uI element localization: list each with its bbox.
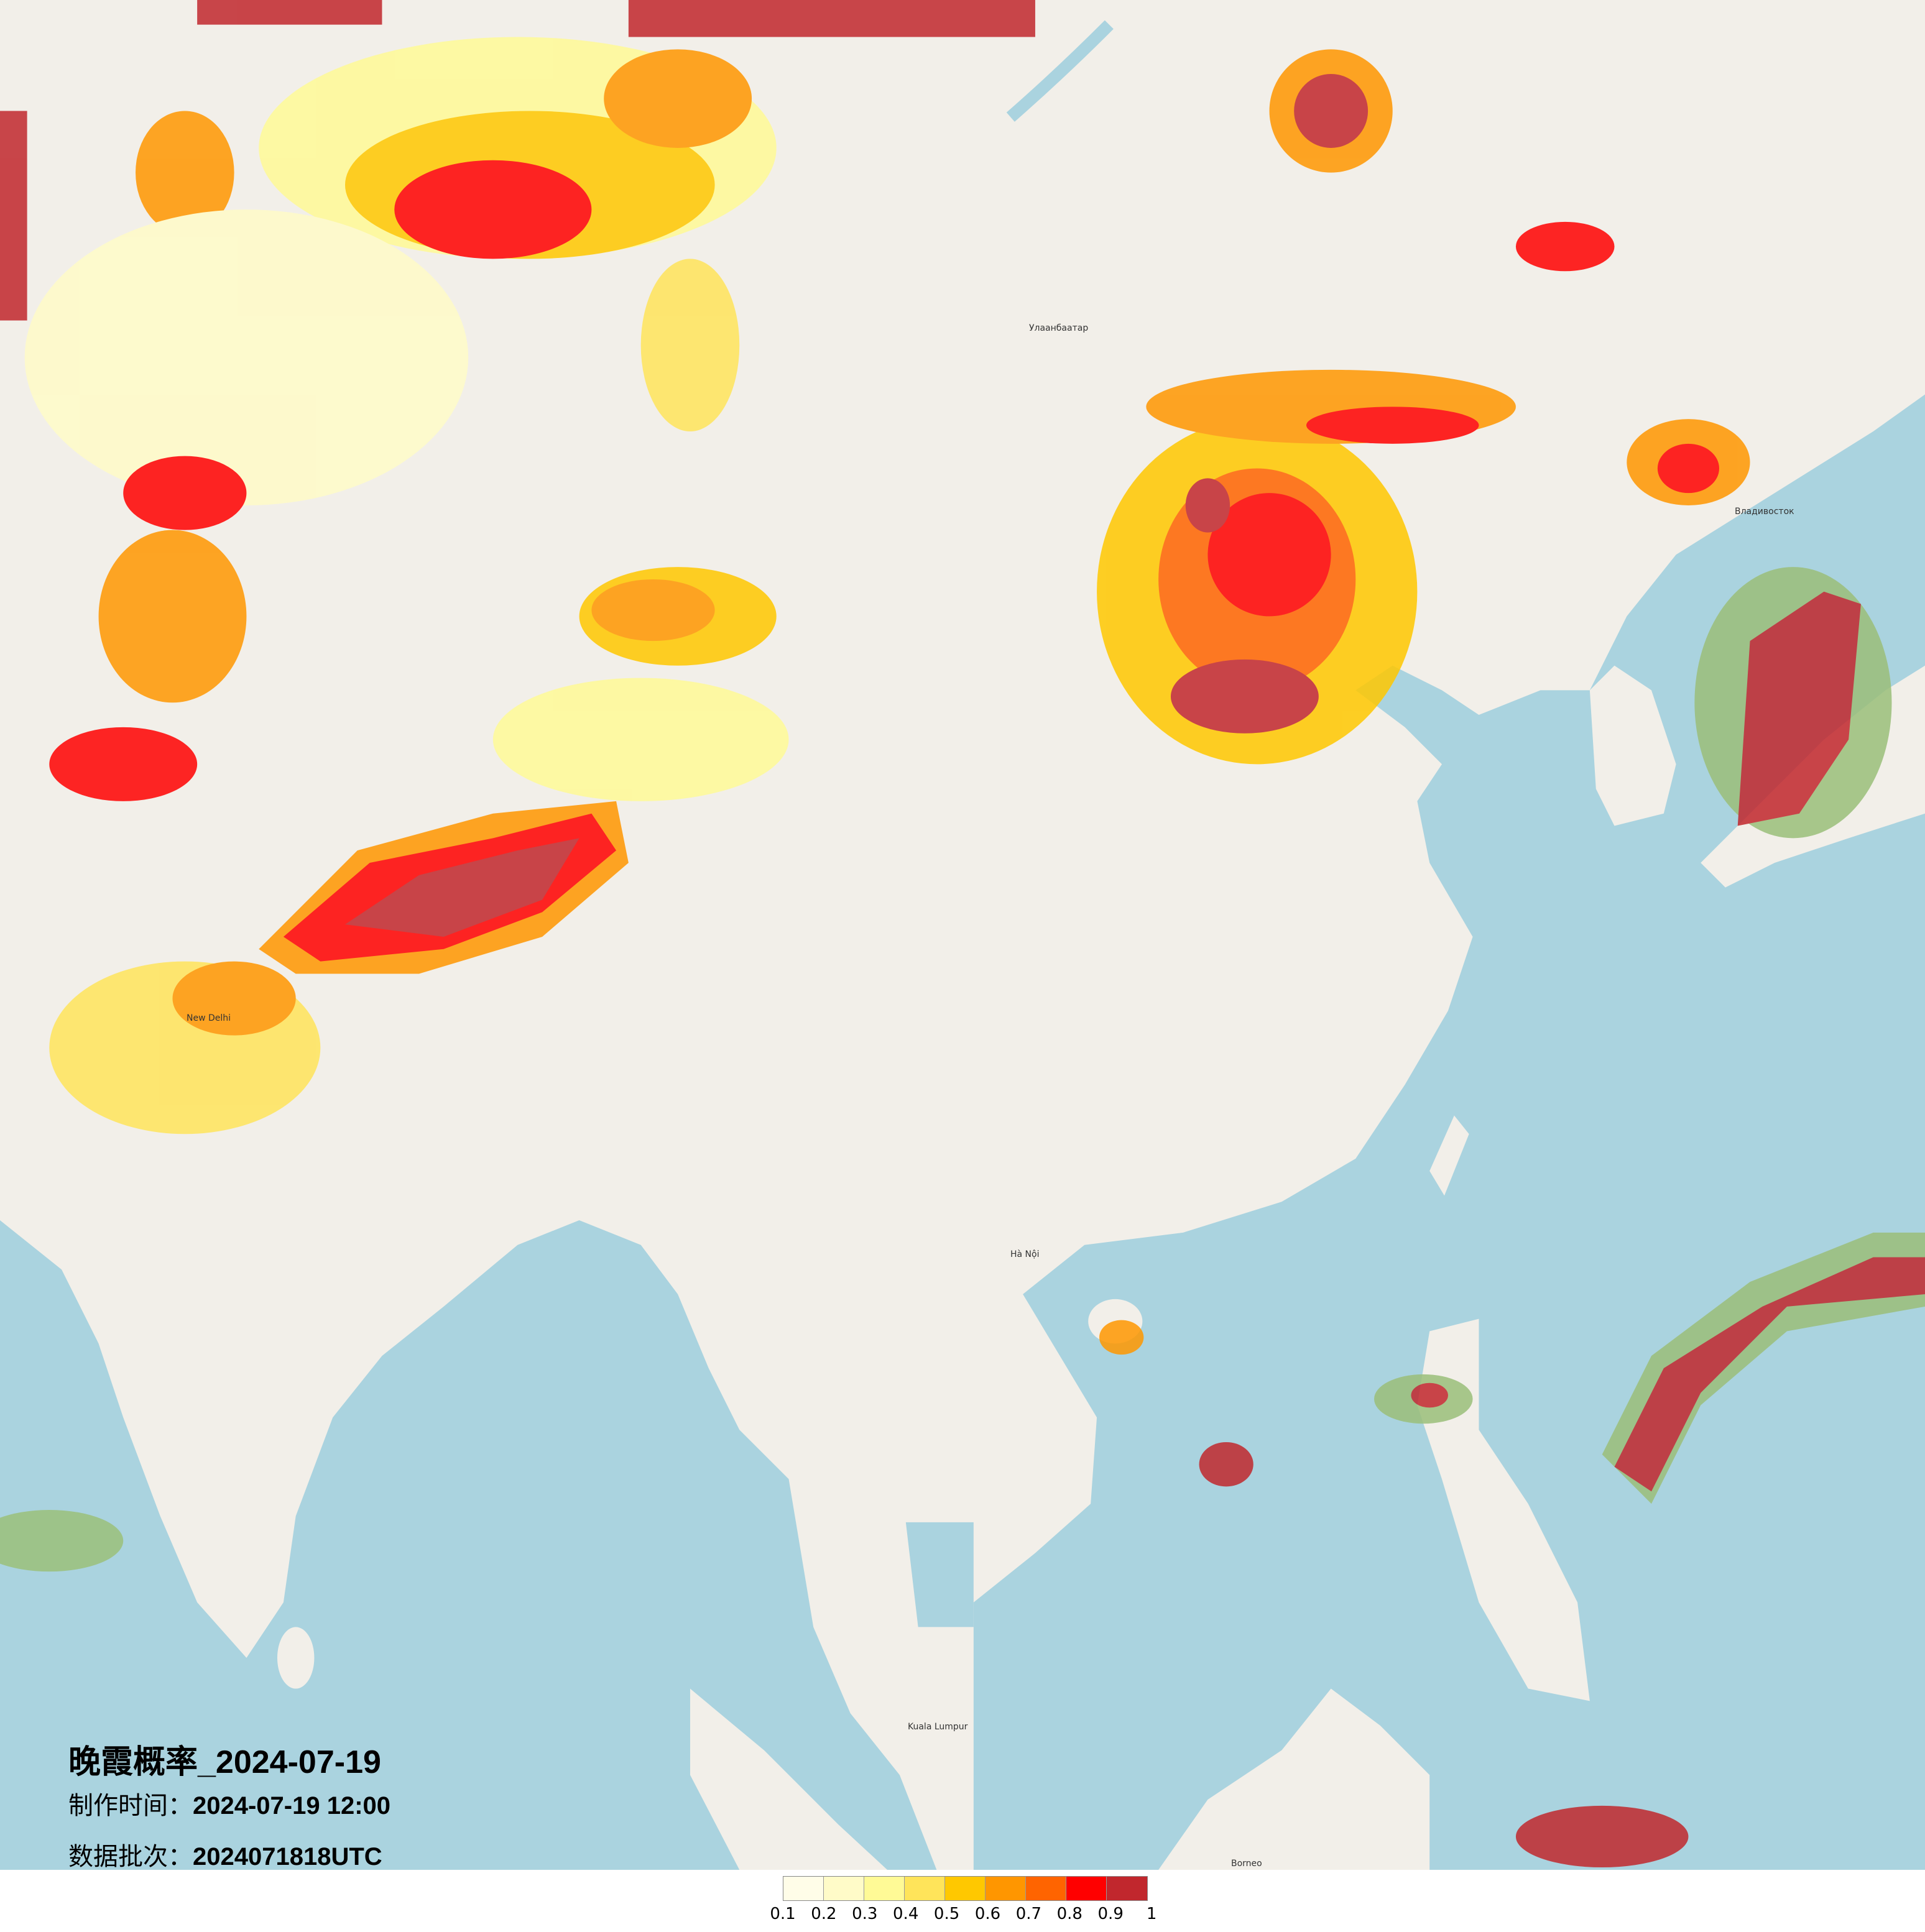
city-label: Borneo (1231, 1859, 1262, 1869)
sri-lanka (277, 1627, 315, 1689)
production-time-label: 制作时间： (68, 1792, 193, 1820)
legend-label: 0.5 (933, 1905, 960, 1923)
color-legend (783, 1876, 1148, 1901)
legend-swatch (864, 1877, 905, 1900)
production-time: 制作时间：2024-07-19 12:00 (68, 1785, 390, 1821)
legend-label: 0.3 (852, 1905, 878, 1923)
taiwan (1429, 1115, 1469, 1196)
legend-label: 0.2 (811, 1905, 837, 1923)
legend-swatch (824, 1877, 864, 1900)
sumatra (690, 1688, 888, 1870)
probability-overlay (0, 0, 1925, 1868)
data-batch-label: 数据批次： (68, 1842, 193, 1871)
probability-map[interactable] (0, 0, 1925, 1870)
legend-label: 1 (1146, 1905, 1157, 1923)
legend-label: 0.9 (1097, 1905, 1124, 1923)
production-time-value: 2024-07-19 12:00 (193, 1792, 391, 1819)
legend-label: 0.8 (1056, 1905, 1083, 1923)
legend-swatch (986, 1877, 1026, 1900)
legend-swatch (1066, 1877, 1107, 1900)
korea (1589, 665, 1676, 826)
borneo (1158, 1688, 1430, 1870)
city-label: Kuala Lumpur (908, 1722, 968, 1732)
legend-label: 0.7 (1015, 1905, 1042, 1923)
legend-swatch (945, 1877, 986, 1900)
legend-label: 0.4 (893, 1905, 919, 1923)
legend-swatch (1107, 1877, 1147, 1900)
lake-baikal (1006, 20, 1114, 122)
legend-label: 0.1 (770, 1905, 796, 1923)
map-title: 晚霞概率_2024-07-19 (68, 1744, 381, 1780)
legend-swatch (1026, 1877, 1066, 1900)
legend-label: 0.6 (974, 1905, 1001, 1923)
data-batch-value: 2024071818UTC (193, 1843, 382, 1870)
city-label: Улаанбаатар (1029, 323, 1089, 333)
city-label: New Delhi (187, 1013, 231, 1023)
data-batch: 数据批次：2024071818UTC (68, 1836, 382, 1872)
legend-swatch (905, 1877, 945, 1900)
city-label: Hà Nội (1010, 1249, 1040, 1259)
city-label: Владивосток (1735, 507, 1794, 517)
legend-swatch (783, 1877, 824, 1900)
gulf-of-thailand (905, 1522, 974, 1627)
